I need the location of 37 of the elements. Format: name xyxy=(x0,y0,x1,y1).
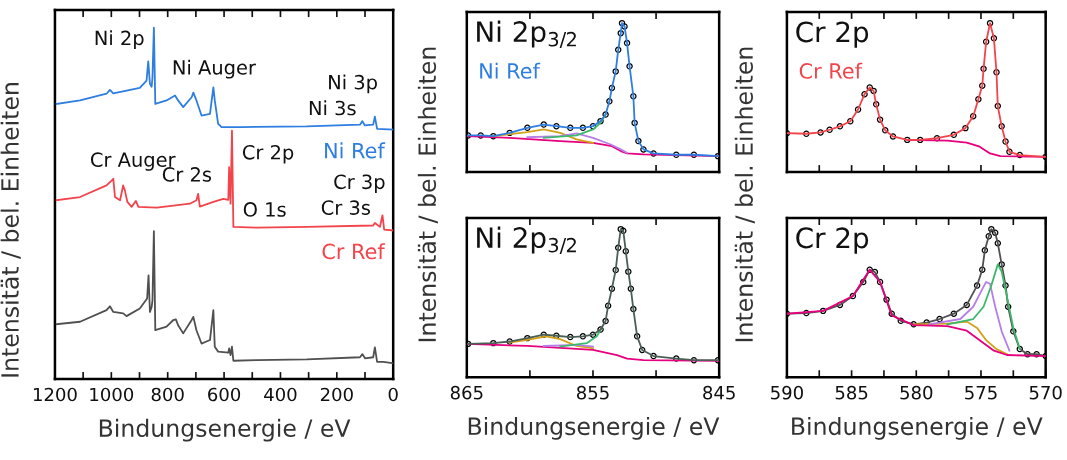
chart-title: Cr 2p xyxy=(796,21,869,48)
annotation: Ni Auger xyxy=(173,59,256,79)
series-label: Ni Ref xyxy=(325,142,386,159)
y-axis-title: Intensität / bel. Einheiten xyxy=(734,47,755,342)
x-tick-label: 800 xyxy=(151,387,184,402)
annotation: Ni 3p xyxy=(329,74,377,94)
annotation: O 1s xyxy=(243,202,286,217)
chart-title: Ni 2p$_{3/2}$ xyxy=(477,226,576,255)
x-tick-label: 580 xyxy=(900,385,933,400)
x-tick-label: 865 xyxy=(450,385,483,400)
chart-title: Ni 2p$_{3/2}$ xyxy=(477,20,576,49)
x-tick-label: 585 xyxy=(835,385,868,400)
x-tick-label: 845 xyxy=(703,385,735,400)
x-tick-label: 855 xyxy=(576,385,609,400)
x-axis-title: Bindungsenergie / eV xyxy=(468,416,720,440)
x-tick-label: 575 xyxy=(965,386,997,400)
x-tick-label: 600 xyxy=(208,387,241,402)
series-label: Cr Ref xyxy=(322,243,386,260)
annotation: Cr 2p xyxy=(242,144,294,164)
x-tick-label: 200 xyxy=(320,387,353,402)
x-axis-title: Bindungsenergie / eV xyxy=(99,418,351,442)
chart-title: Cr 2p xyxy=(796,227,869,254)
x-tick-label: 400 xyxy=(264,387,297,402)
y-axis-title: Intensität / bel. Einheiten xyxy=(0,83,21,377)
annotation: Ni 2p xyxy=(95,30,144,50)
x-axis-title: Bindungsenergie / eV xyxy=(792,416,1043,440)
x-tick-label: 570 xyxy=(1029,385,1062,400)
x-tick-label: 0 xyxy=(388,387,398,402)
text: Ni Ref xyxy=(480,62,541,79)
series-label: Cr Ref xyxy=(799,62,863,79)
x-tick-label: 1200 xyxy=(33,387,77,402)
annotation: Cr 3s xyxy=(321,200,371,215)
annotation: Cr 3p xyxy=(334,174,385,193)
x-tick-label: 1000 xyxy=(90,387,134,402)
x-tick-label: 590 xyxy=(771,385,803,400)
y-axis-title: Intensität / bel. Einheiten xyxy=(417,47,438,342)
annotation: Ni 3s xyxy=(309,100,356,116)
